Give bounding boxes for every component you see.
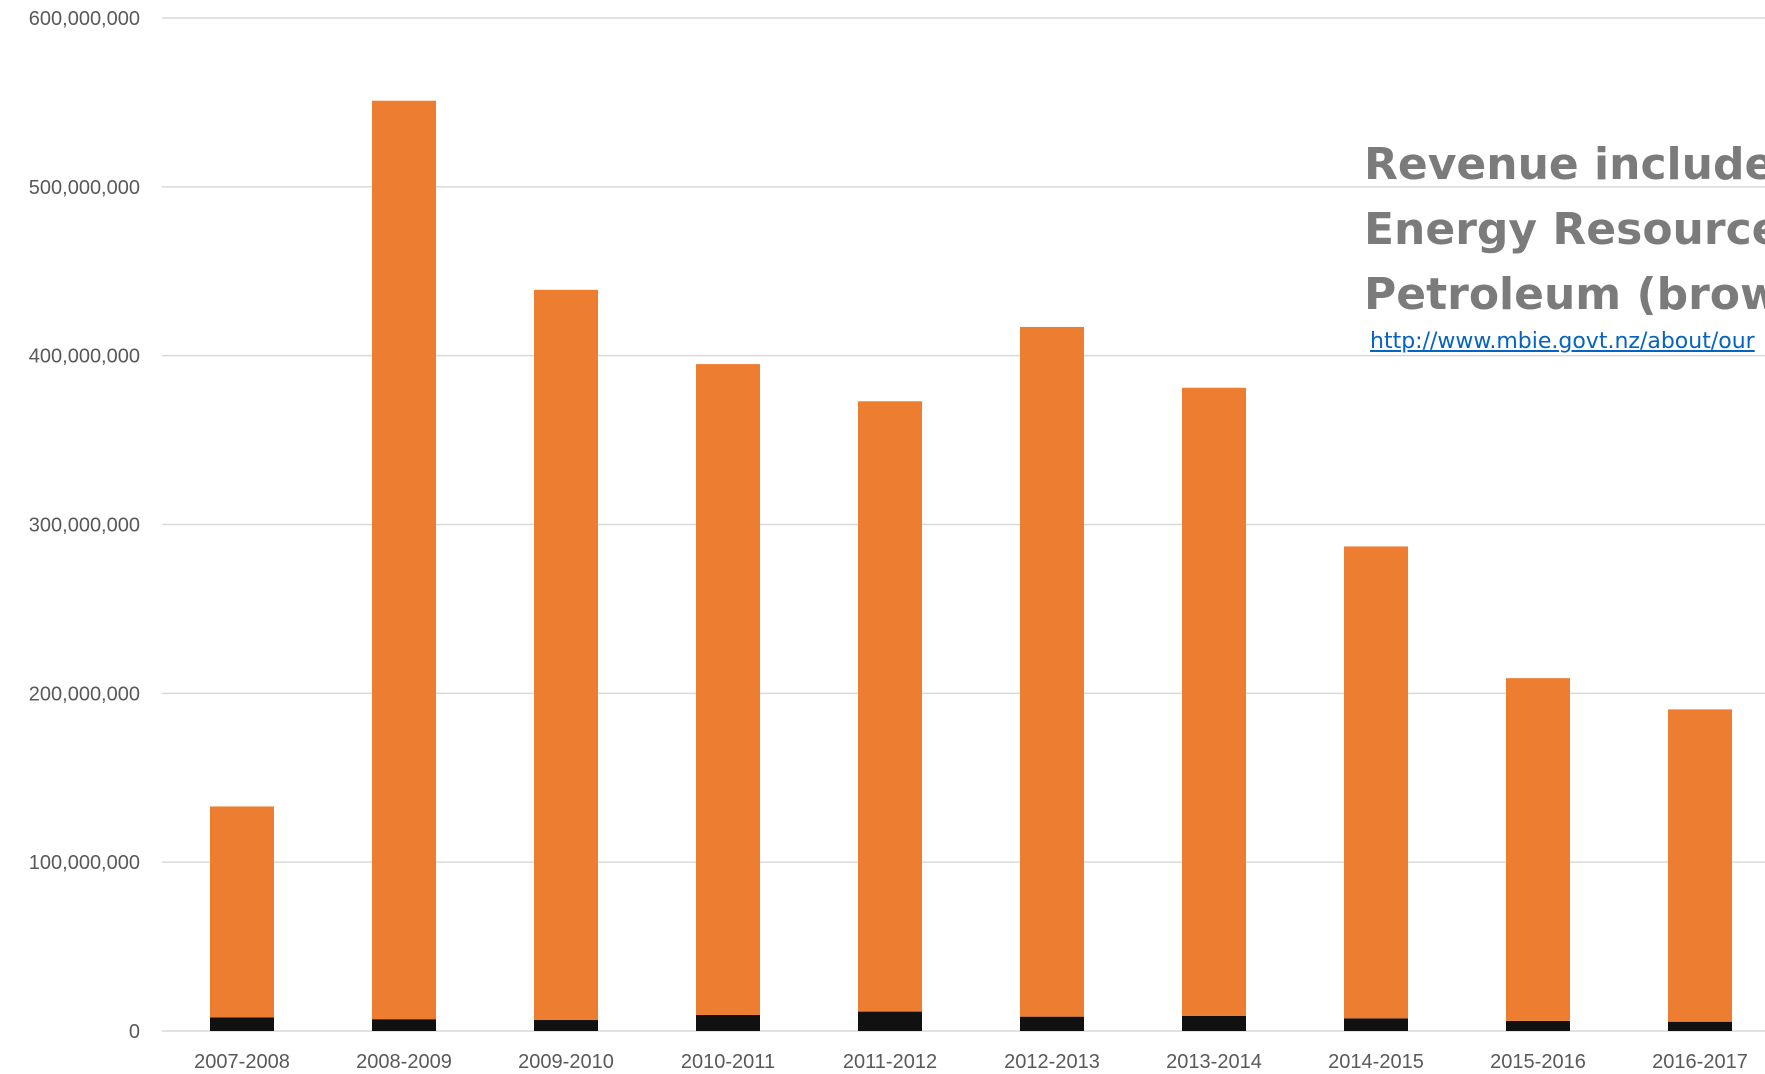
annotation-line-3: Petroleum (brown <box>1364 269 1765 320</box>
bar-segment-orange <box>372 100 436 1020</box>
x-tick-label: 2016-2017 <box>1652 1051 1748 1073</box>
annotation-line-2: Energy Resources <box>1364 204 1765 255</box>
bar-segment-dark <box>1668 1021 1732 1031</box>
x-tick-label: 2015-2016 <box>1490 1051 1586 1073</box>
x-tick-label: 2007-2008 <box>194 1051 290 1073</box>
bar-segment-dark <box>1020 1016 1084 1031</box>
y-tick-label: 600,000,000 <box>29 8 140 30</box>
bar-segment-orange <box>210 806 274 1018</box>
y-tick-label: 0 <box>129 1021 140 1043</box>
bar-segment-dark <box>1344 1018 1408 1031</box>
y-tick-label: 100,000,000 <box>29 852 140 874</box>
bar-segment-orange <box>696 364 760 1015</box>
y-tick-label: 200,000,000 <box>29 683 140 705</box>
annotation-line-1: Revenue includes <box>1364 139 1765 190</box>
bar-segment-dark <box>1182 1015 1246 1031</box>
bars <box>210 100 1732 1031</box>
bar-segment-orange <box>534 289 598 1021</box>
x-tick-label: 2013-2014 <box>1166 1051 1262 1073</box>
bar-segment-orange <box>1344 546 1408 1019</box>
bar-segment-dark <box>372 1019 436 1031</box>
source-link[interactable]: http://www.mbie.govt.nz/about/our <box>1370 329 1755 354</box>
y-axis-ticks: 0 100,000,000 200,000,000 300,000,000 400,00… <box>29 8 140 1043</box>
y-tick-label: 400,000,000 <box>29 346 140 368</box>
x-tick-label: 2009-2010 <box>518 1051 614 1073</box>
bar-segment-dark <box>534 1020 598 1031</box>
bar-segment-orange <box>858 401 922 1012</box>
bar-segment-orange <box>1182 387 1246 1016</box>
x-tick-label: 2010-2011 <box>681 1051 775 1073</box>
x-tick-label: 2011-2012 <box>843 1051 937 1073</box>
bar-segment-orange <box>1506 678 1570 1021</box>
y-tick-label: 300,000,000 <box>29 515 140 537</box>
bar-segment-dark <box>1506 1020 1570 1031</box>
x-tick-label: 2012-2013 <box>1004 1051 1100 1073</box>
bar-segment-orange <box>1020 326 1084 1017</box>
y-tick-label: 500,000,000 <box>29 177 140 199</box>
x-tick-label: 2008-2009 <box>356 1051 452 1073</box>
x-tick-label: 2014-2015 <box>1328 1051 1424 1073</box>
bar-segment-orange <box>1668 709 1732 1022</box>
x-axis-ticks: 2007-2008 2008-2009 2009-2010 2010-2011 2011… <box>194 1051 1748 1073</box>
bar-segment-dark <box>696 1014 760 1031</box>
revenue-annotation: Revenue includes Energy Resources Petrol… <box>1364 132 1765 357</box>
bar-segment-dark <box>210 1017 274 1031</box>
bar-segment-dark <box>858 1011 922 1031</box>
